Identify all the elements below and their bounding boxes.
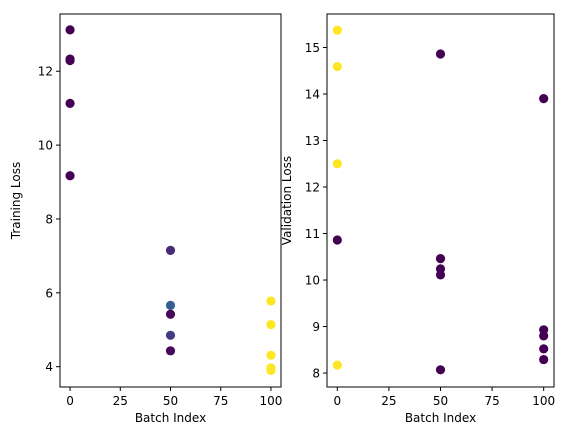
x-axis-label: Batch Index [135,411,206,425]
data-point [332,25,342,35]
data-point [165,300,176,310]
data-point [539,354,549,365]
y-axis-label: Training Loss [9,162,23,240]
data-point [332,235,342,245]
data-point [65,98,75,108]
data-point [332,360,342,370]
x-tick-label: 0 [66,394,74,408]
x-tick-label: 100 [260,394,283,408]
data-point [65,25,75,35]
data-point [435,270,446,280]
x-tick-label: 75 [484,394,499,408]
y-axis-label: Validation Loss [280,156,294,245]
data-point [435,49,446,59]
y-tick-label: 15 [305,41,320,55]
x-tick-label: 25 [381,394,396,408]
y-tick-label: 12 [305,181,320,195]
data-point [435,254,446,264]
y-tick-label: 11 [305,227,320,241]
axes-frame [326,13,555,388]
x-axis-label: Batch Index [405,411,476,425]
data-point [266,319,276,330]
y-tick-label: 13 [305,134,320,148]
data-point [165,309,176,319]
data-point [266,365,276,375]
data-point [435,365,446,375]
data-point [165,245,176,255]
data-point [266,350,276,360]
x-tick-label: 50 [163,394,178,408]
data-point [65,171,75,181]
y-tick-label: 10 [38,139,53,153]
data-point [266,296,276,306]
data-point [65,55,75,66]
validation-loss-plot: 0 25 50 75 100 8 9 10 11 12 13 14 15 Batch Index Valid… [280,13,555,425]
y-tick-label: 6 [45,286,53,300]
x-tick-label: 50 [433,394,448,408]
x-tick-label: 75 [213,394,228,408]
y-tick-label: 12 [38,65,53,79]
x-tick-label: 100 [532,394,555,408]
data-point [539,331,549,341]
y-tick-label: 4 [45,360,53,374]
x-tick-label: 0 [333,394,341,408]
data-point [165,346,176,356]
y-tick-label: 8 [312,367,320,381]
data-point [539,94,549,104]
data-point [332,61,342,72]
data-point [165,330,176,340]
data-point [539,344,549,354]
x-tick-label: 25 [113,394,128,408]
y-tick-label: 14 [305,87,320,101]
data-point [332,159,342,169]
y-tick-label: 8 [45,212,53,226]
y-tick-label: 10 [305,274,320,288]
y-tick-label: 9 [312,320,320,334]
training-loss-plot: 0 25 50 75 100 4 6 8 10 12 Batch Index Training Los… [9,13,283,425]
